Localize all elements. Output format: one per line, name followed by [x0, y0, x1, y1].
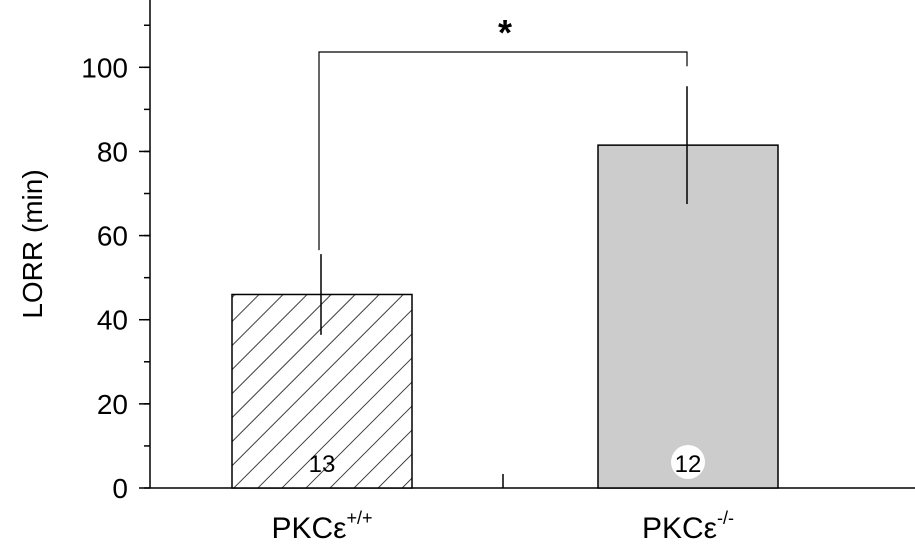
- n-label: 12: [675, 451, 702, 478]
- y-tick-label: 20: [97, 389, 128, 420]
- category-base: PKCε: [271, 512, 346, 545]
- bar: [597, 144, 779, 489]
- significance-annotation: *: [498, 12, 512, 53]
- bar: [231, 293, 413, 489]
- y-tick-label: 100: [81, 52, 128, 83]
- y-tick-label: 80: [97, 136, 128, 167]
- y-tick-label: 60: [97, 221, 128, 252]
- x-tick-label: PKCε+/+: [271, 508, 372, 545]
- category-sup: -/-: [717, 508, 734, 528]
- x-tick-label: PKCε-/-: [642, 508, 734, 545]
- n-label: 13: [309, 451, 336, 478]
- n-label-bg: [671, 445, 705, 479]
- category-sup: +/+: [347, 508, 373, 528]
- category-base: PKCε: [642, 512, 717, 545]
- y-tick-label: 0: [112, 473, 128, 504]
- y-axis-label: LORR (min): [17, 169, 48, 318]
- y-tick-label: 40: [97, 305, 128, 336]
- significance-bracket: [318, 51, 688, 251]
